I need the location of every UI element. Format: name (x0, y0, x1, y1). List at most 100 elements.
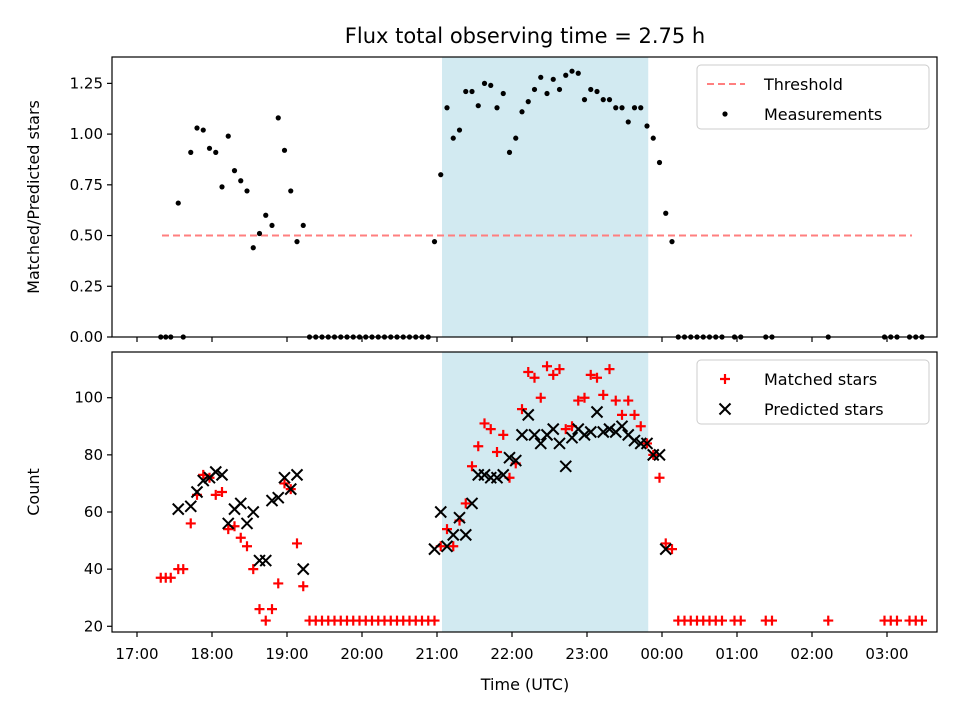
legend: Threshold Measurements (696, 64, 930, 130)
matched-point (448, 541, 459, 552)
measurement-point (263, 212, 269, 218)
measurement-point (513, 135, 519, 141)
measurement-point (219, 184, 225, 190)
legend: Matched stars Predicted stars (696, 359, 930, 425)
measurement-point (494, 105, 500, 111)
predicted-point (234, 497, 247, 510)
matched-point (254, 604, 265, 615)
matched-point (892, 615, 902, 626)
measurement-point (481, 80, 488, 86)
legend-label: Measurements (764, 105, 882, 124)
measurement-point (644, 123, 650, 129)
predicted-point (534, 437, 547, 450)
matched-point (654, 472, 665, 483)
matched-point (479, 418, 490, 429)
x-tick-label: 00:00 (640, 645, 683, 663)
measurement-point (600, 97, 606, 103)
measurement-point (563, 72, 569, 78)
matched-point (767, 615, 777, 626)
measurement-point (200, 127, 206, 133)
matched-point (260, 615, 271, 626)
matched-point (560, 424, 571, 435)
x-tick-label: 22:00 (490, 645, 533, 663)
matched-point (635, 421, 646, 432)
matched-point (460, 498, 471, 509)
matched-point (223, 524, 234, 535)
predicted-point (297, 562, 310, 576)
predicted-point (172, 502, 185, 516)
matched-point (492, 447, 502, 457)
measurement-point (500, 90, 506, 97)
measurement-point (550, 76, 556, 82)
matched-point (548, 369, 559, 380)
measurement-point (225, 133, 231, 139)
measurement-point (269, 222, 275, 229)
predicted-point (272, 491, 285, 504)
predicted-point (497, 468, 510, 482)
legend-label: Matched stars (764, 370, 877, 389)
y-axis-label: Count (24, 468, 43, 516)
measurement-point (506, 149, 513, 155)
measurement-point (581, 97, 588, 103)
y-axis-label: Matched/Predicted stars (24, 100, 43, 294)
matched-point (604, 364, 615, 375)
matched-point (610, 395, 621, 406)
matched-point (267, 604, 277, 615)
matched-point (585, 369, 596, 380)
matched-point (573, 395, 584, 406)
predicted-point (478, 468, 491, 482)
measurement-point (594, 88, 600, 95)
predicted-point (547, 422, 560, 436)
measurement-point (463, 88, 469, 95)
predicted-point (465, 497, 479, 510)
y-tick-label: 20 (84, 617, 103, 635)
legend-box (696, 359, 930, 425)
predicted-point (215, 468, 229, 482)
predicted-point (240, 517, 254, 530)
matched-point (598, 389, 609, 400)
measurement-point (556, 86, 563, 93)
measurement-point (444, 105, 450, 111)
predicted-point (284, 482, 297, 496)
matched-point (517, 404, 527, 415)
matched-point (235, 532, 246, 543)
x-tick-label: 18:00 (190, 645, 233, 663)
series-matched-stars (155, 361, 927, 626)
predicted-point (190, 485, 204, 499)
x-tick-label: 20:00 (340, 645, 383, 663)
predicted-point (640, 437, 654, 450)
y-tick-label: 100 (74, 389, 103, 407)
matched-point (529, 372, 540, 383)
predicted-point (290, 468, 304, 482)
measurement-point (175, 200, 181, 206)
legend-label: Predicted stars (764, 400, 884, 419)
y-tick-label: 40 (84, 560, 103, 578)
matched-point (717, 615, 727, 626)
predicted-point (278, 471, 291, 484)
y-tick-label: 0.00 (70, 328, 103, 346)
measurement-point (519, 109, 525, 115)
x-tick-label: 03:00 (865, 645, 908, 663)
count-panel: 20 40 60 80 100 17:00 18:00 19:00 20:00 21:00 22:0… (24, 351, 938, 663)
measurement-point (188, 149, 194, 155)
matched-point (165, 572, 176, 583)
predicted-point (628, 434, 641, 447)
predicted-point (503, 451, 516, 464)
matched-point (498, 429, 509, 440)
matched-point (523, 367, 534, 377)
plot-frame (111, 56, 938, 338)
measurement-point (663, 210, 669, 216)
measurement-point (194, 125, 200, 131)
predicted-point (590, 405, 604, 419)
y-tick-label: 1.25 (70, 74, 103, 92)
y-tick-label: 60 (84, 503, 103, 521)
predicted-point (509, 454, 522, 467)
matched-point (667, 544, 677, 555)
y-tick-label: 0.50 (70, 227, 103, 245)
matched-point (298, 581, 309, 592)
x-tick-label: 21:00 (415, 645, 458, 663)
highlight-span (442, 57, 649, 337)
measurement-point (669, 239, 675, 245)
measurement-point (244, 188, 250, 194)
